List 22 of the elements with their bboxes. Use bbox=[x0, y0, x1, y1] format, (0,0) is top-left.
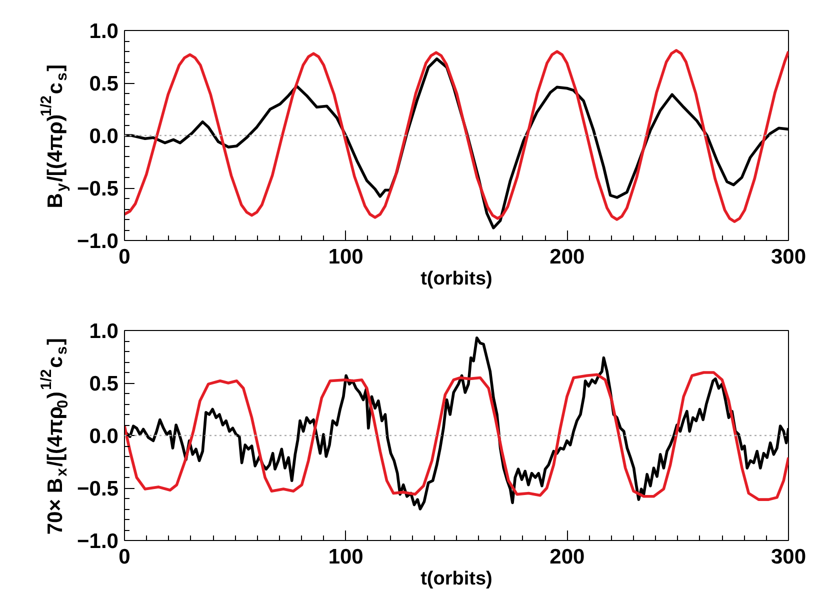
y-tick-label: −0.5 bbox=[77, 478, 119, 500]
y-tick-label: −1.0 bbox=[77, 230, 119, 253]
x-tick-label: 0 bbox=[118, 546, 130, 568]
x-tick-label: 100 bbox=[328, 546, 364, 568]
x-axis-title: t(orbits) bbox=[420, 268, 492, 290]
x-tick-label: 200 bbox=[550, 546, 585, 568]
x-axis-title: t(orbits) bbox=[420, 568, 492, 590]
y-tick-label: 0.5 bbox=[89, 72, 119, 96]
x-tick-label: 0 bbox=[118, 246, 130, 268]
x-tick-label: 300 bbox=[770, 546, 806, 568]
y-tick-label: 1.0 bbox=[89, 20, 119, 43]
y-axis-title: By/[(4πρ)1/2cs] bbox=[38, 64, 70, 208]
x-tick-label: 300 bbox=[770, 246, 806, 268]
y-tick-label: 0.0 bbox=[89, 425, 119, 448]
x-tick-label: 100 bbox=[328, 246, 364, 268]
y-tick-label: −0.5 bbox=[77, 178, 119, 200]
x-tick-label: 200 bbox=[550, 246, 585, 268]
y-tick-label: 0.0 bbox=[89, 125, 119, 148]
y-tick-label: 0.5 bbox=[89, 372, 119, 396]
y-tick-label: −1.0 bbox=[77, 530, 119, 553]
y-tick-label: 1.0 bbox=[89, 320, 119, 343]
text: 70× Bx/[(4πρ0)1/2cs] bbox=[38, 338, 72, 535]
